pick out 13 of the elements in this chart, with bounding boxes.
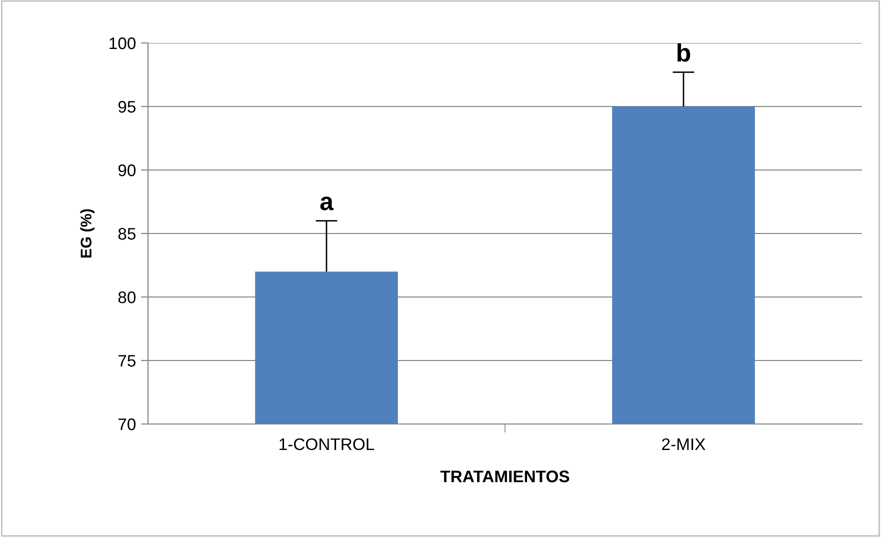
annotation: a [320,196,334,210]
x-tick-label: 1-CONTROL [280,438,374,450]
x-tick-label: 2-MIX [662,438,706,450]
y-tick-label: 90 [118,164,136,176]
x-axis-title: TRATAMIENTOS [440,470,570,482]
y-axis-title: EG (%) [80,209,94,258]
y-tick-label: 80 [118,291,136,304]
y-tick-label: 70 [118,418,136,430]
y-tick-label: 75 [118,355,136,367]
y-tick-label: 95 [118,100,136,113]
annotation: b [678,43,690,62]
y-tick-label: 100 [110,37,136,50]
y-tick-label: 85 [118,228,136,240]
